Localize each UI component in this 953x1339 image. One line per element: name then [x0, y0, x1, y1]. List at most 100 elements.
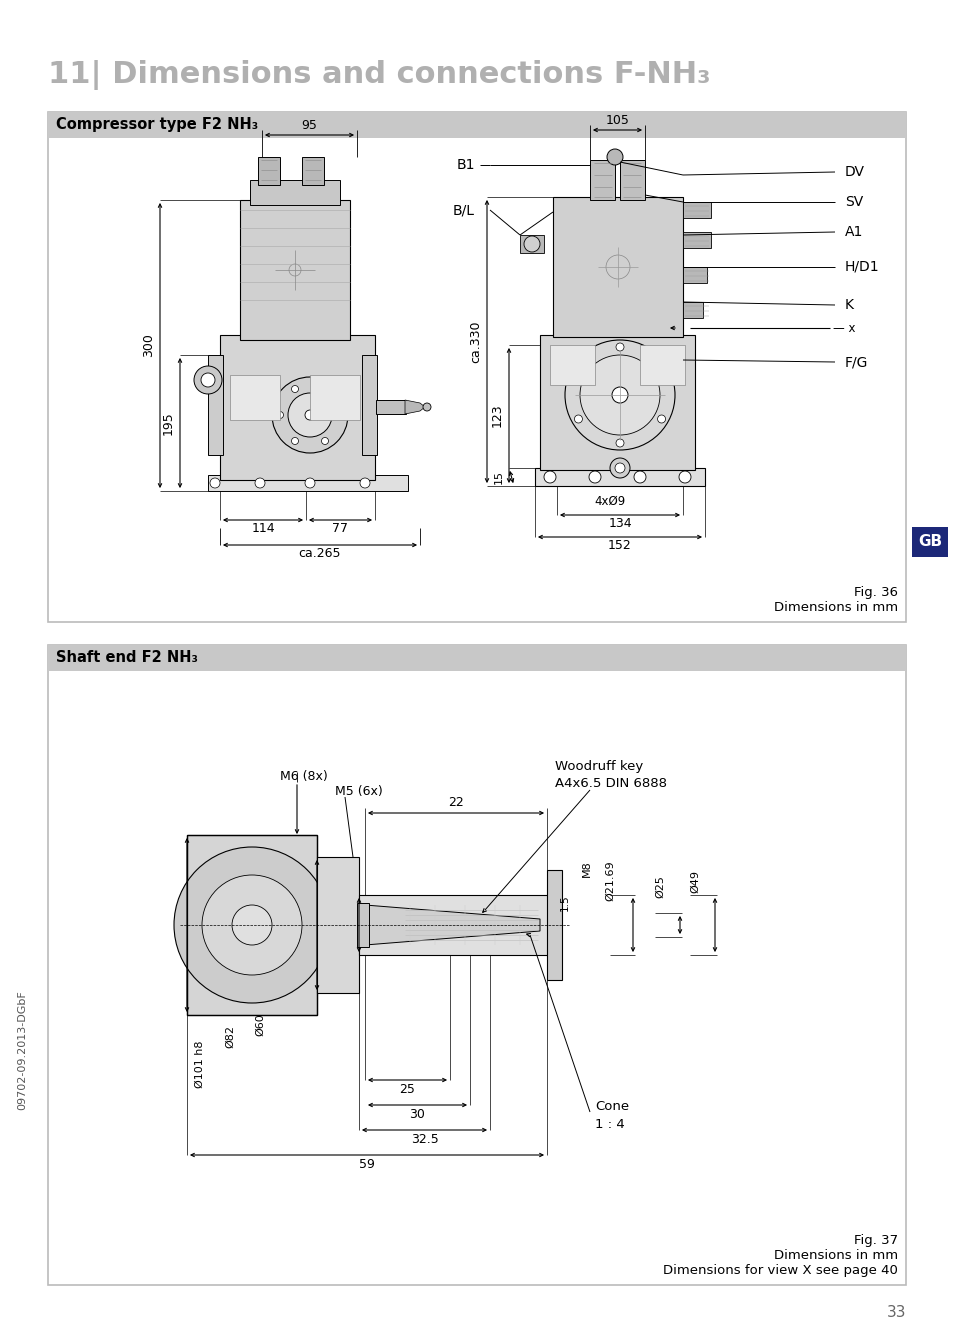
- Text: GB: GB: [917, 534, 941, 549]
- Text: A4x6.5 DIN 6888: A4x6.5 DIN 6888: [555, 777, 666, 790]
- Bar: [240, 200, 350, 340]
- Circle shape: [305, 410, 314, 420]
- Text: ca.330: ca.330: [469, 320, 481, 363]
- Text: Woodruff key: Woodruff key: [555, 761, 642, 773]
- Text: M6 (8x): M6 (8x): [280, 770, 328, 783]
- Circle shape: [202, 874, 302, 975]
- Bar: [310, 375, 359, 420]
- Bar: [48, 645, 905, 671]
- Bar: [682, 202, 710, 218]
- Circle shape: [359, 478, 370, 487]
- Text: K: K: [844, 299, 853, 312]
- Circle shape: [321, 438, 328, 445]
- Bar: [257, 157, 280, 185]
- Text: 152: 152: [607, 540, 631, 552]
- Circle shape: [564, 340, 675, 450]
- Circle shape: [579, 355, 659, 435]
- Text: B1: B1: [456, 158, 475, 171]
- Circle shape: [321, 386, 328, 392]
- Text: Cone: Cone: [595, 1101, 628, 1113]
- Text: 30: 30: [409, 1107, 425, 1121]
- Text: SV: SV: [844, 195, 862, 209]
- Bar: [358, 894, 548, 955]
- Circle shape: [612, 387, 627, 403]
- Bar: [682, 266, 706, 283]
- Circle shape: [254, 478, 265, 487]
- Circle shape: [288, 394, 332, 437]
- Text: A1: A1: [844, 225, 862, 238]
- Circle shape: [574, 415, 582, 423]
- Circle shape: [292, 438, 298, 445]
- Text: Ø49: Ø49: [689, 870, 700, 893]
- Text: 09702-09.2013-DGbF: 09702-09.2013-DGbF: [17, 990, 27, 1110]
- Circle shape: [210, 478, 220, 487]
- Text: DV: DV: [844, 165, 864, 179]
- Text: 1 : 4: 1 : 4: [595, 1118, 624, 1131]
- Text: Fig. 37
Dimensions in mm
Dimensions for view X see page 40: Fig. 37 Dimensions in mm Dimensions for …: [662, 1235, 897, 1277]
- Bar: [682, 232, 710, 248]
- Circle shape: [543, 471, 556, 483]
- Text: 25: 25: [399, 1083, 415, 1097]
- Bar: [619, 159, 644, 200]
- Bar: [546, 870, 561, 980]
- Circle shape: [616, 343, 623, 351]
- Text: 33: 33: [885, 1306, 905, 1320]
- Circle shape: [305, 478, 314, 487]
- Bar: [208, 355, 223, 455]
- Text: Ø60: Ø60: [254, 1014, 265, 1036]
- Bar: [519, 236, 543, 253]
- Bar: [48, 645, 905, 1285]
- Text: Ø25: Ø25: [655, 874, 664, 898]
- Bar: [361, 355, 376, 455]
- Text: Compressor type F2 NH₃: Compressor type F2 NH₃: [56, 116, 258, 133]
- Circle shape: [193, 366, 222, 394]
- Text: Shaft end F2 NH₃: Shaft end F2 NH₃: [56, 649, 197, 665]
- Circle shape: [336, 411, 343, 419]
- Polygon shape: [365, 905, 539, 945]
- Text: 300: 300: [142, 333, 154, 358]
- Text: F/G: F/G: [844, 355, 867, 370]
- Circle shape: [609, 458, 629, 478]
- Circle shape: [173, 848, 330, 1003]
- Circle shape: [615, 463, 624, 473]
- Bar: [316, 857, 358, 994]
- Bar: [220, 335, 375, 479]
- Circle shape: [272, 378, 348, 453]
- Text: B/L: B/L: [453, 204, 475, 217]
- Text: 15: 15: [494, 470, 503, 483]
- Bar: [550, 345, 595, 386]
- Bar: [302, 157, 324, 185]
- Bar: [208, 475, 408, 491]
- Bar: [539, 335, 695, 470]
- Text: 59: 59: [358, 1158, 375, 1172]
- Text: — x: — x: [832, 321, 855, 335]
- Text: 123: 123: [491, 403, 503, 427]
- Text: Ø21.69: Ø21.69: [604, 860, 615, 901]
- Text: 1.5: 1.5: [559, 894, 569, 912]
- Circle shape: [574, 367, 582, 375]
- Polygon shape: [405, 400, 424, 414]
- Text: 4xØ9: 4xØ9: [594, 495, 625, 507]
- Bar: [535, 469, 704, 486]
- Text: 22: 22: [448, 795, 463, 809]
- Text: 105: 105: [605, 114, 629, 127]
- Circle shape: [657, 415, 665, 423]
- Circle shape: [201, 374, 214, 387]
- Circle shape: [276, 411, 283, 419]
- Bar: [48, 112, 905, 138]
- Bar: [553, 197, 682, 337]
- Text: M5 (6x): M5 (6x): [335, 785, 382, 798]
- Circle shape: [292, 386, 298, 392]
- Text: 95: 95: [301, 119, 317, 133]
- Text: ca.265: ca.265: [298, 548, 341, 560]
- Bar: [356, 902, 369, 947]
- Circle shape: [634, 471, 645, 483]
- Bar: [230, 375, 280, 420]
- Text: Ø101 h8: Ø101 h8: [194, 1040, 205, 1087]
- Bar: [187, 836, 316, 1015]
- Bar: [250, 179, 339, 205]
- Bar: [48, 112, 905, 623]
- Text: 77: 77: [333, 522, 348, 536]
- Circle shape: [232, 905, 272, 945]
- Circle shape: [606, 149, 622, 165]
